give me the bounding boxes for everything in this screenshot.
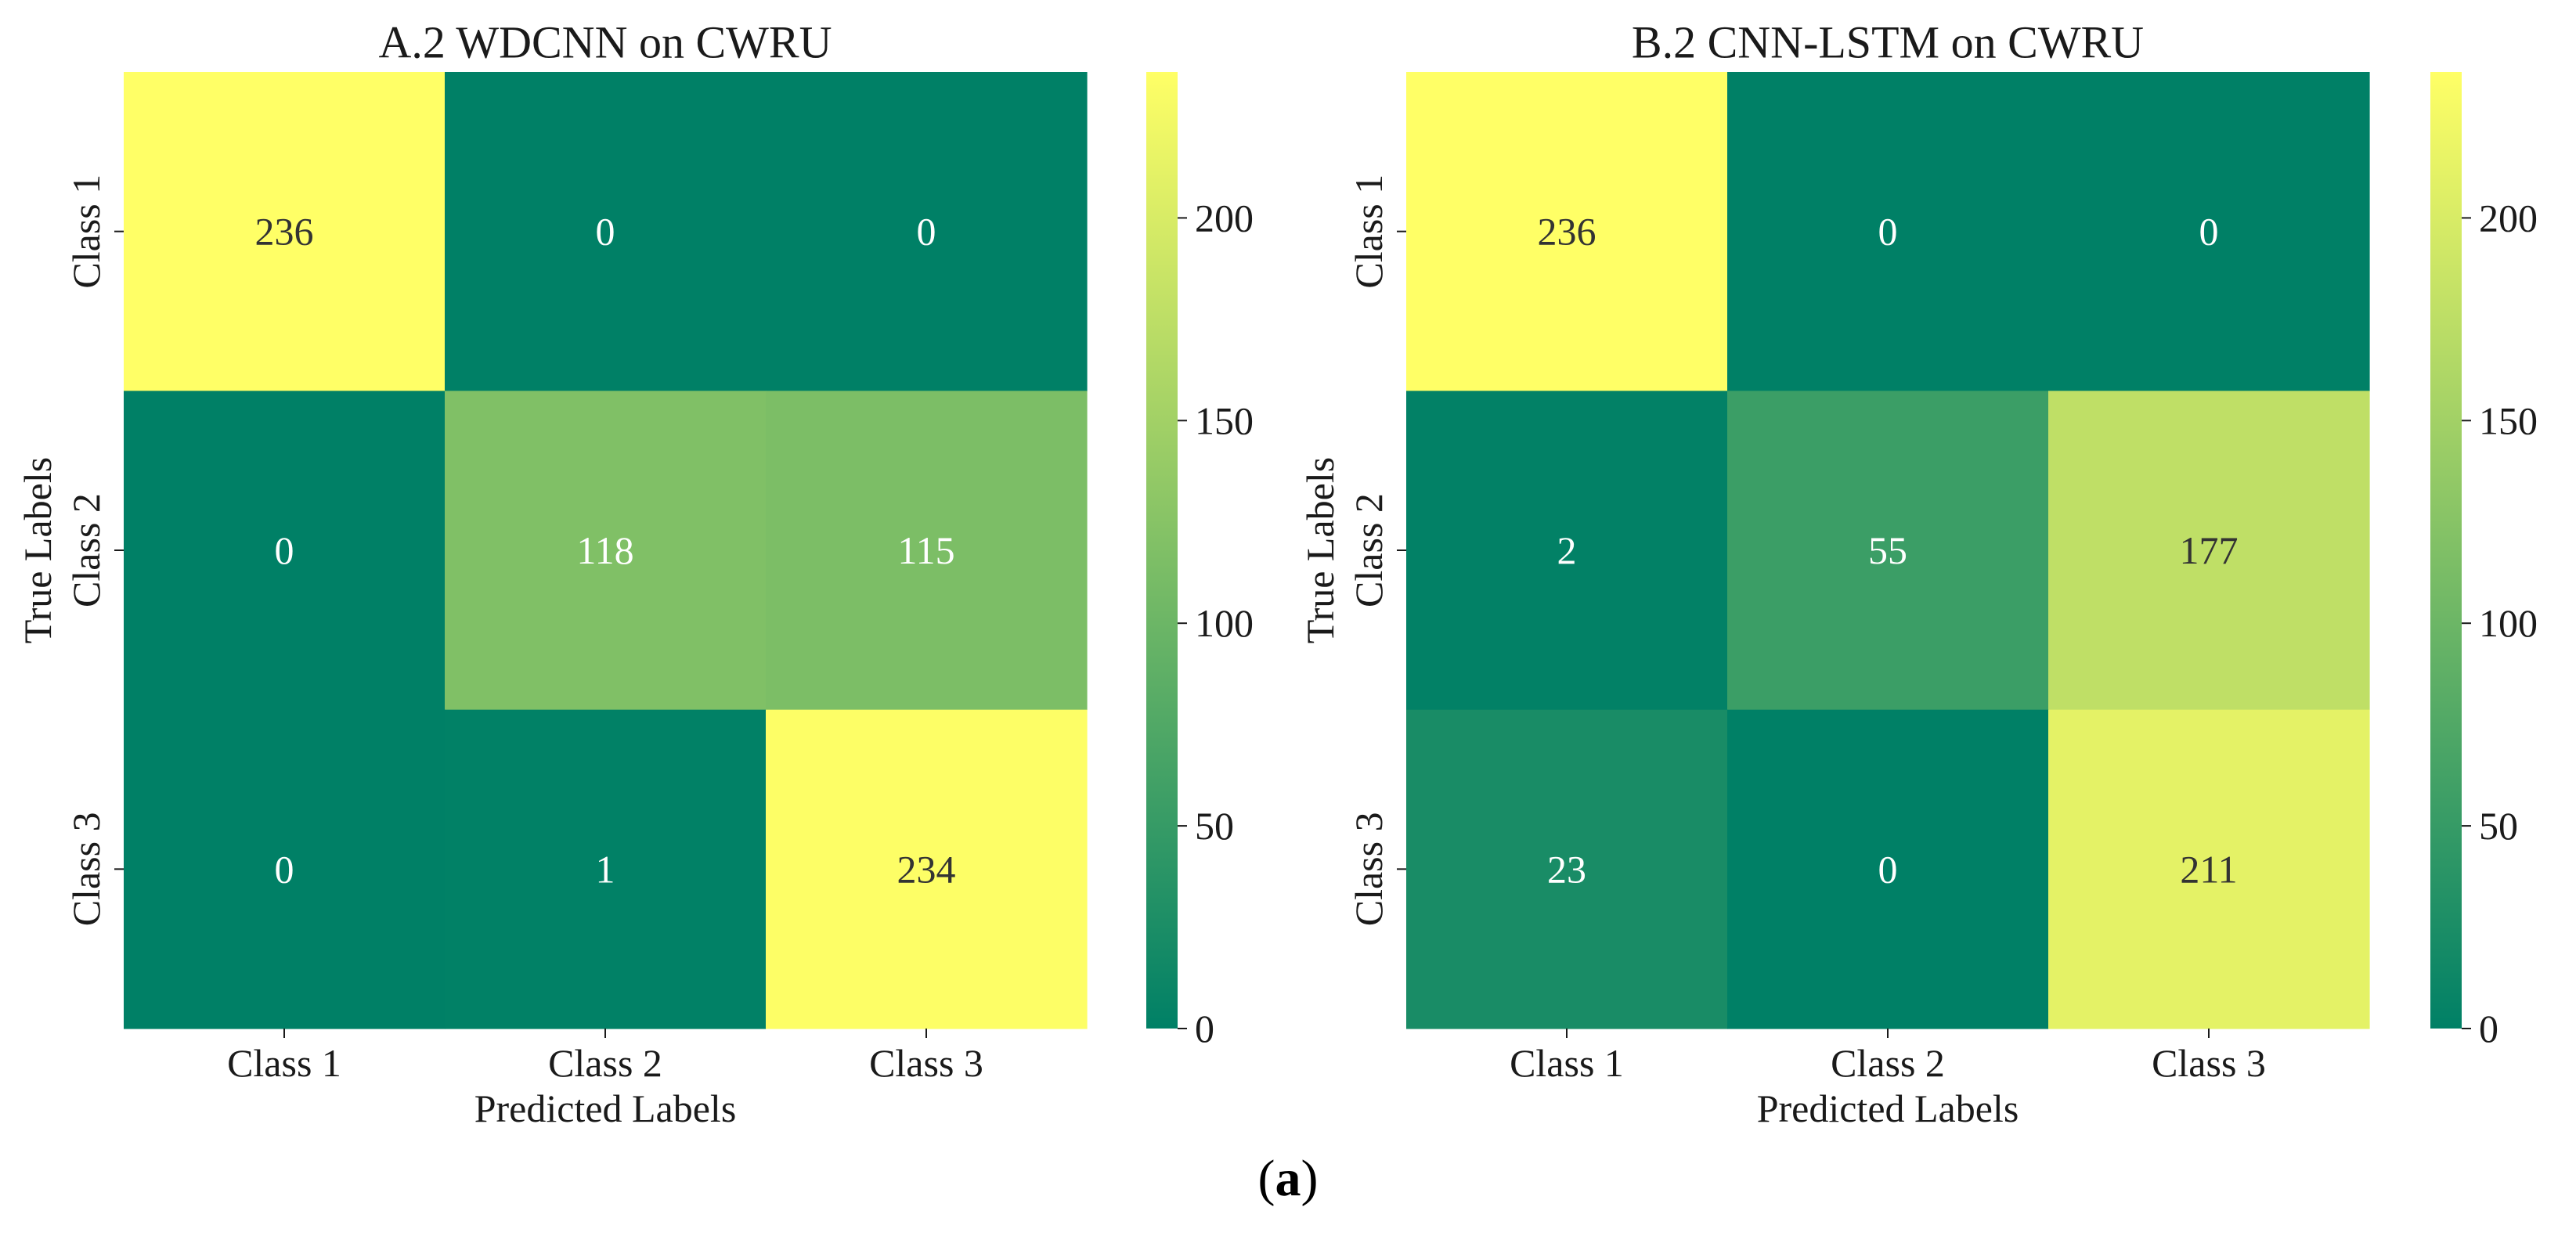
heatmap-cell [445, 709, 767, 1029]
colorbar-tick-label: 100 [2479, 601, 2538, 645]
colorbar-tick-label: 150 [2479, 398, 2538, 442]
cell-value-label: 0 [275, 528, 294, 572]
colorbar-tick-label: 0 [1195, 1007, 1214, 1050]
y-tick-label: Class 1 [64, 175, 108, 289]
colorbar-tick-label: 50 [1195, 804, 1234, 848]
caption-close: ) [1301, 1150, 1319, 1207]
x-tick-label: Class 3 [2152, 1041, 2266, 1085]
cell-value-label: 0 [275, 847, 294, 891]
cell-value-label: 55 [1868, 528, 1907, 572]
x-tick-label: Class 2 [548, 1041, 662, 1085]
heatmap-cell [1406, 72, 1728, 391]
y-axis-label: True Labels [1298, 457, 1342, 643]
cell-value-label: 115 [897, 528, 954, 572]
colorbar-tick-label: 200 [1195, 196, 1254, 240]
cell-value-label: 236 [1538, 210, 1596, 254]
caption-open: ( [1257, 1150, 1275, 1207]
x-axis-label: Predicted Labels [1757, 1086, 2019, 1130]
cell-value-label: 0 [2199, 210, 2219, 254]
heatmap-cell [1406, 709, 1728, 1029]
x-tick-label: Class 1 [227, 1041, 341, 1085]
cell-value-label: 236 [255, 210, 314, 254]
colorbar-tick-label: 100 [1195, 601, 1254, 645]
cell-value-label: 0 [1878, 847, 1898, 891]
colorbar [2430, 72, 2462, 1029]
heatmap-cell [1406, 391, 1728, 711]
heatmap-cell [445, 72, 767, 391]
cell-value-label: 0 [917, 210, 936, 254]
y-tick-label: Class 3 [64, 812, 108, 926]
y-tick-label: Class 1 [1347, 175, 1391, 289]
heatmap-cell [124, 709, 446, 1029]
heatmap-cell [2048, 391, 2370, 711]
colorbar-tick-label: 0 [2479, 1007, 2498, 1050]
colorbar [1146, 72, 1178, 1029]
cell-value-label: 2 [1557, 528, 1577, 572]
x-tick-label: Class 2 [1831, 1041, 1945, 1085]
y-tick-label: Class 2 [1347, 493, 1391, 607]
cell-value-label: 177 [2180, 528, 2239, 572]
caption-label: a [1275, 1150, 1301, 1207]
heatmap-cell [1727, 72, 2049, 391]
heatmap-cell [2048, 72, 2370, 391]
heatmap-cell [1727, 709, 2049, 1029]
x-tick-label: Class 1 [1510, 1041, 1624, 1085]
heatmap-panel-a: A.2 WDCNN on CWRU 236 0 0 0 118 115 0 1 234 Class … [16, 17, 1254, 1131]
chart-title: A.2 WDCNN on CWRU [379, 17, 832, 68]
colorbar-tick-label: 50 [2479, 804, 2518, 848]
heatmap-cell [766, 391, 1088, 711]
y-axis-label: True Labels [16, 457, 60, 643]
cell-value-label: 118 [576, 528, 633, 572]
heatmap-cell [766, 709, 1088, 1029]
cell-value-label: 0 [596, 210, 615, 254]
heatmap-cell [766, 72, 1088, 391]
colorbar-tick-label: 200 [2479, 196, 2538, 240]
heatmap-panel-b: B.2 CNN-LSTM on CWRU 236 0 0 2 55 177 23 0 211 Cla… [1298, 17, 2538, 1131]
heatmap-cell [1727, 391, 2049, 711]
chart-title: B.2 CNN-LSTM on CWRU [1632, 17, 2144, 68]
y-tick-label: Class 2 [64, 493, 108, 607]
heatmap-cell [124, 391, 446, 711]
heatmap-cell [2048, 709, 2370, 1029]
cell-value-label: 211 [2180, 847, 2237, 891]
x-tick-label: Class 3 [869, 1041, 983, 1085]
heatmap-cell [445, 391, 767, 711]
y-tick-label: Class 3 [1347, 812, 1391, 926]
colorbar-tick-label: 150 [1195, 398, 1254, 442]
heatmap-cell [124, 72, 446, 391]
figure-caption: (a) [0, 1149, 2576, 1209]
cell-value-label: 1 [596, 847, 615, 891]
cell-value-label: 23 [1547, 847, 1586, 891]
cell-value-label: 234 [897, 847, 956, 891]
x-axis-label: Predicted Labels [474, 1086, 737, 1130]
cell-value-label: 0 [1878, 210, 1898, 254]
